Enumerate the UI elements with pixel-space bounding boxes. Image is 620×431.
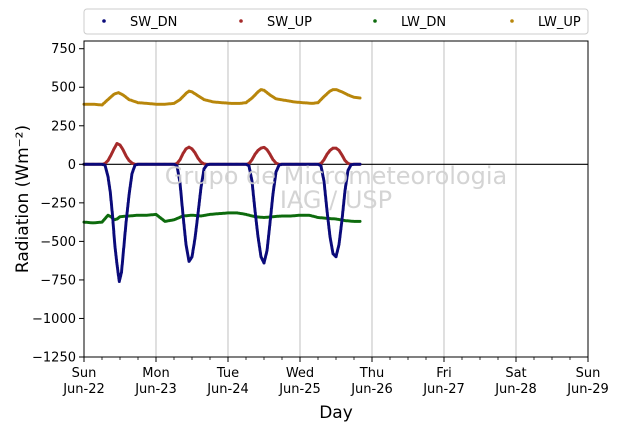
x-tick-label-day: Sun bbox=[576, 366, 601, 381]
legend-label: SW_DN bbox=[130, 15, 177, 30]
legend-marker bbox=[510, 19, 514, 23]
x-tick-label-date: Jun-26 bbox=[350, 382, 393, 397]
y-tick-label: −250 bbox=[40, 196, 76, 211]
x-tick-label-date: Jun-23 bbox=[134, 382, 177, 397]
y-axis: −1250 −1000 −750 −500 −250 0 250 500 750 bbox=[32, 42, 84, 366]
legend: SW_DN SW_UP LW_DN LW_UP bbox=[83, 8, 589, 35]
x-tick-label-date: Jun-22 bbox=[62, 382, 105, 397]
watermark-line-2: IAG / USP bbox=[280, 186, 392, 214]
x-axis-label: Day bbox=[319, 403, 353, 423]
y-tick-label: 0 bbox=[68, 158, 76, 173]
legend-box bbox=[83, 8, 589, 35]
x-tick-label-date: Jun-24 bbox=[206, 382, 249, 397]
x-tick-label-day: Fri bbox=[436, 366, 452, 381]
y-tick-label: −1250 bbox=[32, 351, 76, 366]
legend-marker bbox=[239, 19, 243, 23]
watermark: Grupo de Micrometeorologia IAG / USP bbox=[165, 162, 507, 214]
legend-label: SW_UP bbox=[267, 15, 312, 30]
y-tick-label: −1000 bbox=[32, 312, 76, 327]
y-tick-label: 250 bbox=[51, 119, 76, 134]
legend-label: LW_DN bbox=[401, 15, 446, 30]
y-tick-label: 500 bbox=[51, 81, 76, 96]
y-tick-label: −750 bbox=[40, 273, 76, 288]
x-axis: SunJun-22MonJun-23TueJun-24WedJun-25ThuJ… bbox=[62, 357, 609, 397]
y-tick-label: −500 bbox=[40, 235, 76, 250]
watermark-line-1: Grupo de Micrometeorologia bbox=[165, 162, 507, 190]
x-tick-label-day: Mon bbox=[142, 366, 169, 381]
x-tick-label-day: Wed bbox=[286, 366, 314, 381]
series-lw-up bbox=[82, 88, 362, 107]
x-tick-label-day: Thu bbox=[359, 366, 384, 381]
legend-marker bbox=[102, 19, 106, 23]
x-tick-label-date: Jun-27 bbox=[422, 382, 465, 397]
x-tick-label-date: Jun-25 bbox=[278, 382, 321, 397]
x-tick-label-day: Sat bbox=[505, 366, 526, 381]
grid-lines bbox=[155, 41, 517, 357]
legend-label: LW_UP bbox=[538, 15, 581, 30]
y-tick-label: 750 bbox=[51, 42, 76, 57]
x-tick-label-day: Tue bbox=[216, 366, 239, 381]
x-tick-label-day: Sun bbox=[72, 366, 97, 381]
x-tick-label-date: Jun-29 bbox=[566, 382, 609, 397]
legend-marker bbox=[373, 19, 377, 23]
y-axis-label: Radiation (Wm⁻²) bbox=[13, 125, 33, 273]
x-tick-label-date: Jun-28 bbox=[494, 382, 537, 397]
series-markers bbox=[82, 88, 362, 107]
